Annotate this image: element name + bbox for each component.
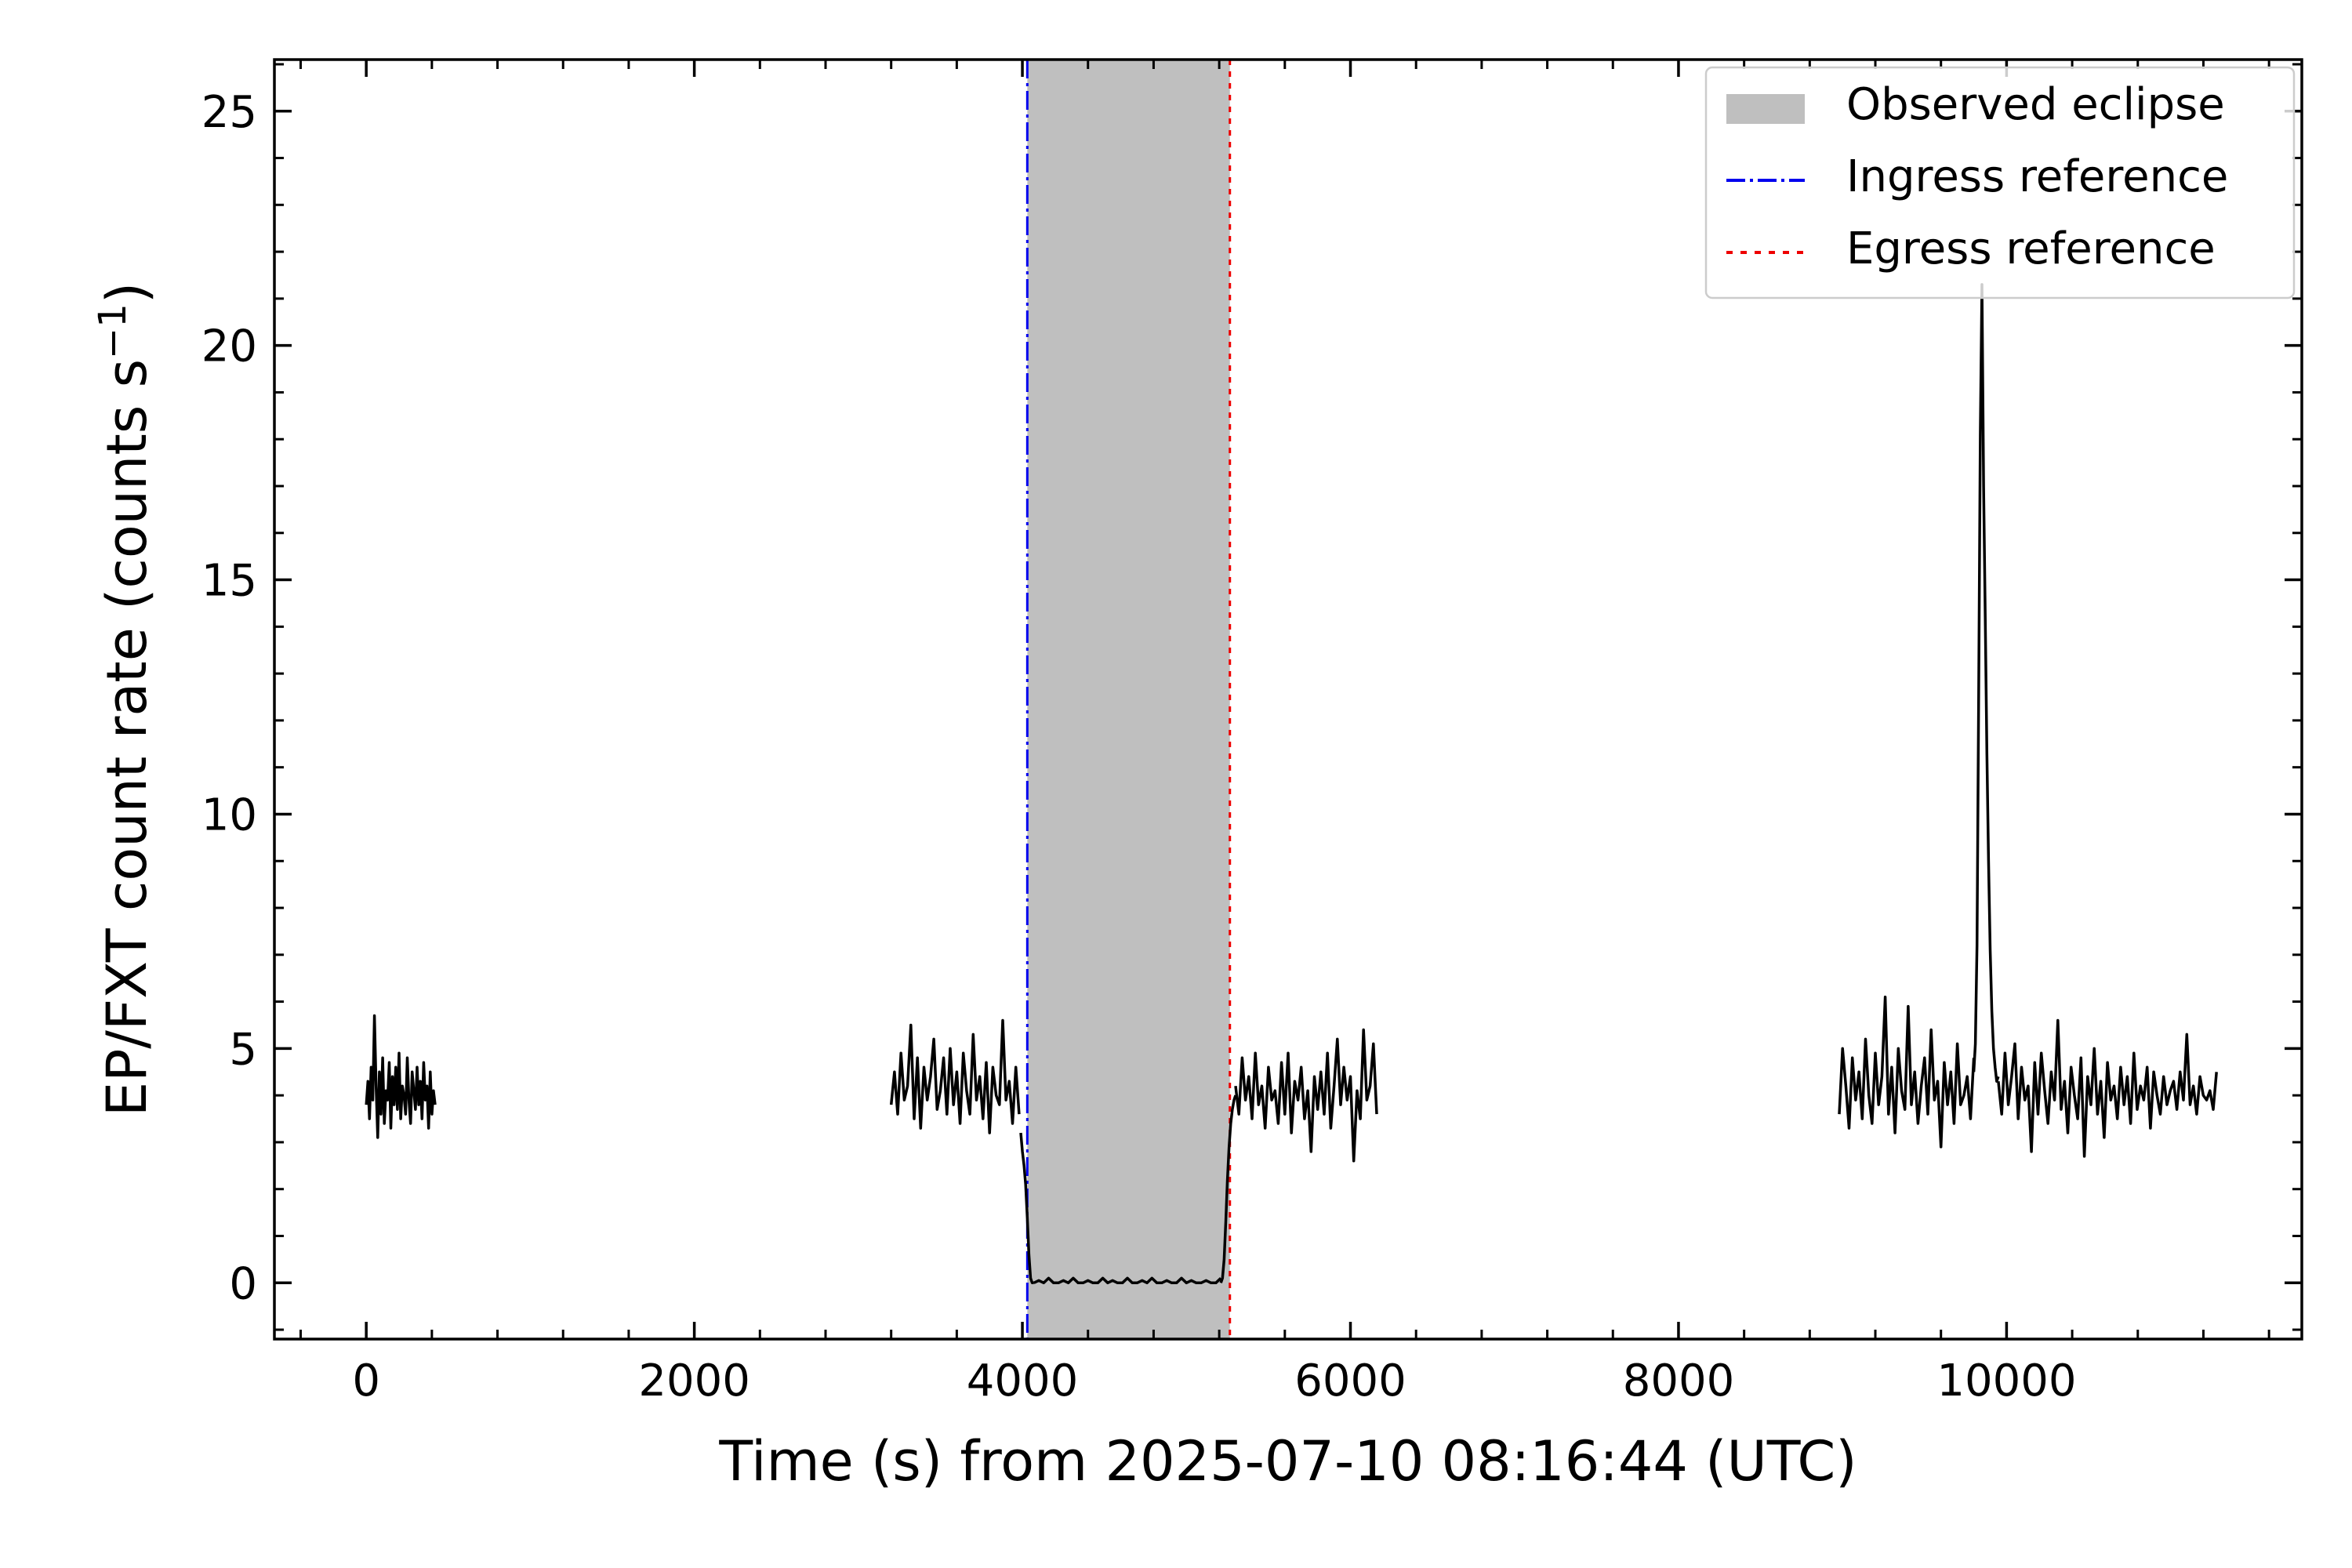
y-axis-label-main: EP/FXT count rate (counts s [95,359,159,1116]
y-tick-label: 10 [201,789,257,840]
y-tick-label: 0 [229,1258,257,1309]
legend-patch-eclipse [1726,94,1805,124]
legend: Observed eclipse Ingress reference Egres… [1704,66,2296,299]
y-tick-label: 15 [201,556,257,607]
plot-frame [273,58,2303,1341]
light-curve-segment-1 [889,1018,1021,1134]
eclipse-shade [1027,60,1230,1339]
light-curve-segment-2 [1019,1132,1034,1285]
light-curve-segment-4 [1219,1094,1237,1283]
y-axis-label-close: ) [95,282,159,303]
x-tick-label: 10000 [1936,1356,2076,1406]
y-axis-label-exponent: −1 [91,303,135,359]
y-tick-label: 20 [201,321,257,372]
y-tick-label: 25 [201,87,257,138]
x-tick-label: 6000 [1294,1356,1406,1406]
legend-label-egress: Egress reference [1846,223,2216,274]
light-curve-segment-7 [1972,283,2000,1083]
x-tick-label: 8000 [1623,1356,1735,1406]
light-curve-segment-0 [365,1014,437,1139]
x-tick-label: 0 [352,1356,380,1406]
y-axis-label: EP/FXT count rate (counts s−1) [91,282,159,1116]
x-tick-label: 2000 [638,1356,750,1406]
light-curve-segment-8 [1997,1018,2218,1158]
x-tick-label: 4000 [967,1356,1079,1406]
legend-label-ingress: Ingress reference [1846,151,2228,202]
light-curve-segment-5 [1234,1028,1378,1163]
y-tick-label: 5 [229,1024,257,1075]
legend-label-eclipse: Observed eclipse [1846,79,2225,130]
x-axis-label: Time (s) from 2025-07-10 08:16:44 (UTC) [718,1429,1857,1494]
legend-box [1704,66,2296,299]
light-curve-segment-6 [1838,995,1976,1149]
light-curve-segment-3 [1033,1276,1222,1285]
